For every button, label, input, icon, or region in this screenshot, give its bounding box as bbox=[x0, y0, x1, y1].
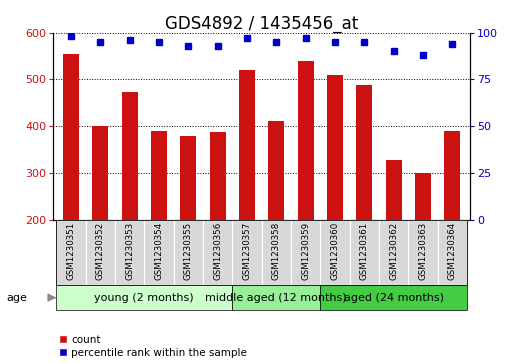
Bar bbox=[291, 220, 320, 285]
Text: middle aged (12 months): middle aged (12 months) bbox=[205, 293, 347, 303]
Text: GSM1230353: GSM1230353 bbox=[125, 221, 134, 280]
Bar bbox=[408, 220, 437, 285]
Bar bbox=[86, 220, 115, 285]
Bar bbox=[320, 220, 350, 285]
Text: GSM1230357: GSM1230357 bbox=[242, 221, 251, 280]
Bar bbox=[437, 220, 467, 285]
Bar bbox=[56, 285, 232, 310]
Text: aged (24 months): aged (24 months) bbox=[343, 293, 443, 303]
Bar bbox=[56, 220, 86, 285]
Text: GSM1230360: GSM1230360 bbox=[331, 221, 339, 280]
Bar bbox=[92, 126, 108, 220]
Text: GSM1230359: GSM1230359 bbox=[301, 221, 310, 280]
Text: GSM1230364: GSM1230364 bbox=[448, 221, 457, 280]
Bar bbox=[203, 220, 232, 285]
Bar bbox=[356, 85, 372, 220]
Bar bbox=[180, 136, 197, 220]
Text: GSM1230351: GSM1230351 bbox=[67, 221, 76, 280]
Bar bbox=[115, 220, 144, 285]
Bar bbox=[239, 70, 255, 220]
Bar bbox=[144, 220, 174, 285]
Bar bbox=[174, 220, 203, 285]
Bar bbox=[327, 75, 343, 220]
Bar bbox=[350, 220, 379, 285]
Text: GSM1230361: GSM1230361 bbox=[360, 221, 369, 280]
Text: GSM1230355: GSM1230355 bbox=[184, 221, 193, 280]
Bar bbox=[268, 121, 284, 220]
Text: GSM1230358: GSM1230358 bbox=[272, 221, 281, 280]
Bar bbox=[415, 173, 431, 220]
Bar bbox=[232, 285, 320, 310]
Bar bbox=[151, 131, 167, 220]
Bar bbox=[121, 92, 138, 220]
Text: GSM1230354: GSM1230354 bbox=[154, 221, 164, 280]
Bar bbox=[444, 131, 460, 220]
Text: young (2 months): young (2 months) bbox=[94, 293, 194, 303]
Legend: count, percentile rank within the sample: count, percentile rank within the sample bbox=[58, 335, 247, 358]
Text: GSM1230363: GSM1230363 bbox=[419, 221, 427, 280]
Bar bbox=[298, 61, 314, 220]
Bar bbox=[63, 54, 79, 220]
Title: GDS4892 / 1435456_at: GDS4892 / 1435456_at bbox=[165, 15, 358, 33]
Bar bbox=[386, 160, 402, 220]
Bar bbox=[210, 132, 226, 220]
Bar bbox=[262, 220, 291, 285]
Text: GSM1230362: GSM1230362 bbox=[389, 221, 398, 280]
Bar bbox=[232, 220, 262, 285]
Text: age: age bbox=[6, 293, 27, 303]
Text: GSM1230356: GSM1230356 bbox=[213, 221, 222, 280]
Bar bbox=[379, 220, 408, 285]
Bar bbox=[320, 285, 467, 310]
Text: GSM1230352: GSM1230352 bbox=[96, 221, 105, 280]
